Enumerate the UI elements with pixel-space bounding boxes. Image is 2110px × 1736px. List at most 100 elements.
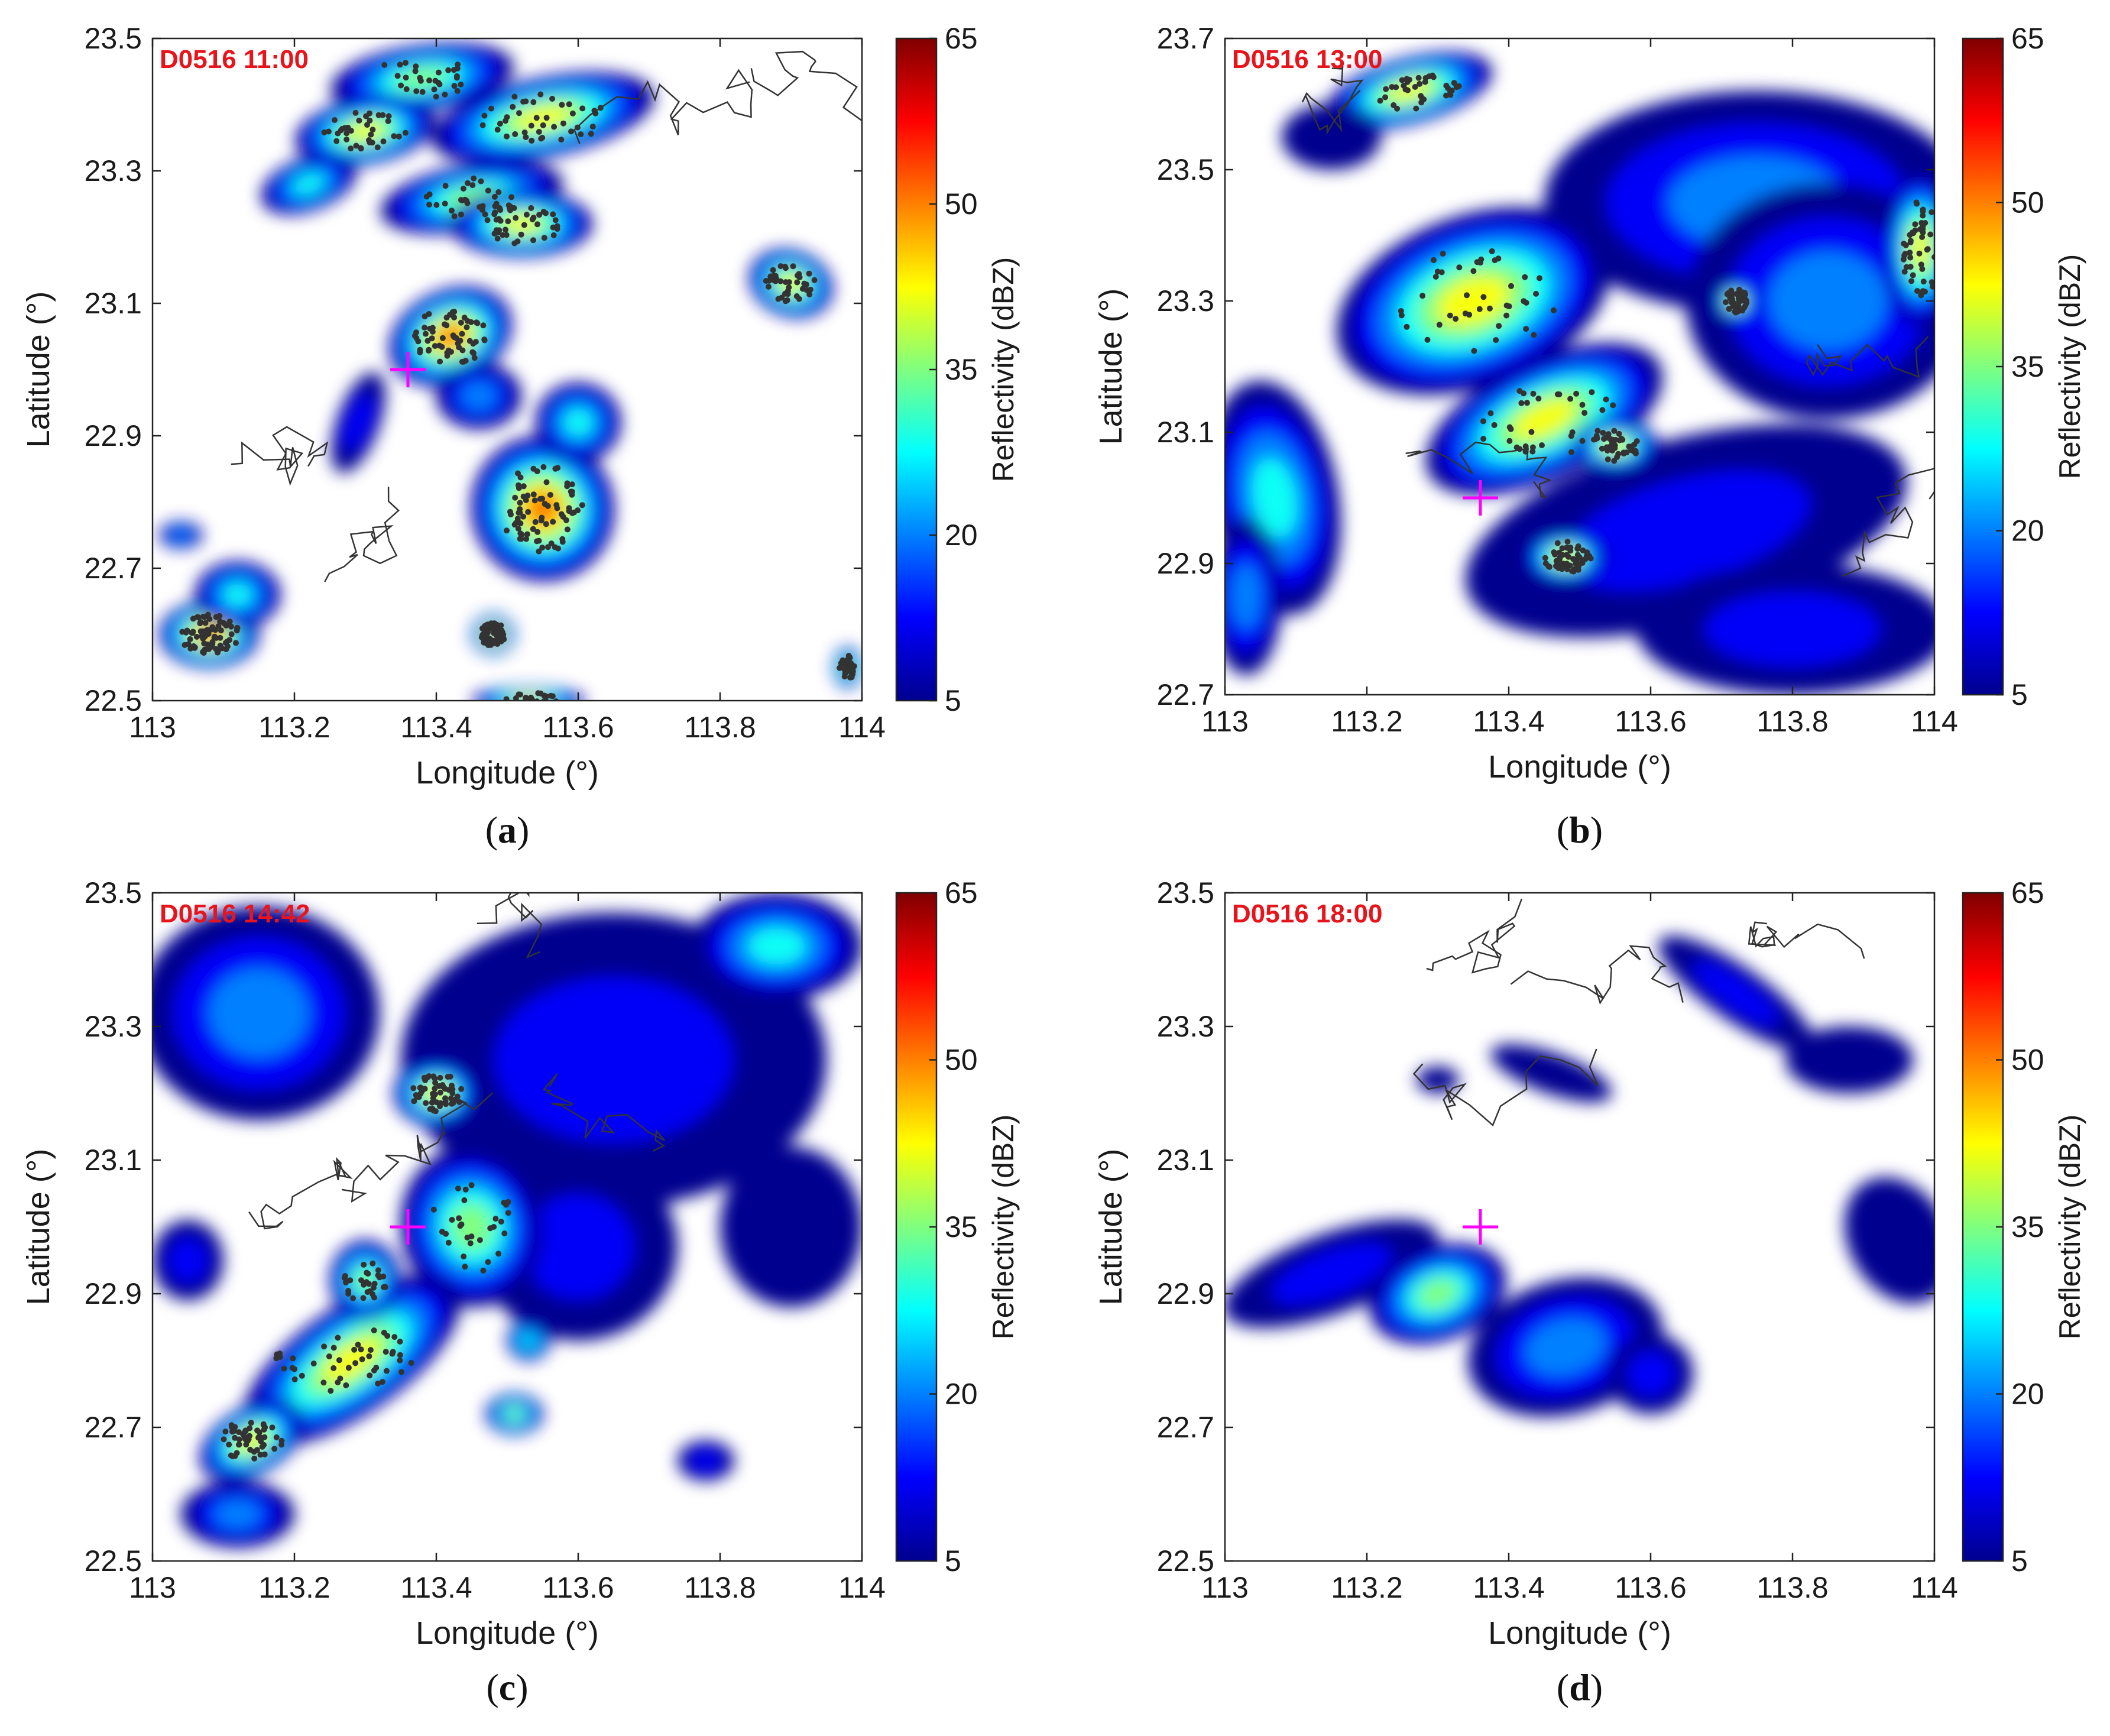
- lightning-point: [290, 1355, 296, 1362]
- lightning-point: [352, 1360, 359, 1366]
- lightning-point: [479, 625, 485, 631]
- lightning-point: [408, 1360, 414, 1366]
- x-tick-label: 114: [838, 711, 886, 744]
- lightning-point: [589, 124, 596, 130]
- lightning-point: [770, 267, 776, 273]
- x-tick-label: 113.6: [1615, 705, 1686, 738]
- lightning-point: [803, 281, 809, 288]
- lightning-point: [1522, 448, 1529, 455]
- lightning-point: [368, 131, 374, 138]
- lightning-point: [429, 335, 435, 342]
- echo-cell: [200, 1400, 304, 1482]
- lightning-point: [458, 319, 464, 326]
- lightning-point: [228, 631, 235, 637]
- lightning-point: [501, 1230, 508, 1236]
- lightning-point: [566, 101, 572, 108]
- lightning-point: [528, 122, 534, 129]
- lightning-point: [437, 358, 443, 365]
- lightning-point: [1574, 559, 1580, 566]
- y-tick-label: 22.5: [1157, 1544, 1214, 1578]
- lightning-point: [291, 1376, 298, 1382]
- lightning-point: [479, 203, 486, 209]
- lightning-point: [1480, 436, 1487, 442]
- lightning-point: [353, 142, 359, 149]
- lightning-point: [431, 86, 437, 93]
- lightning-point: [469, 182, 476, 189]
- lightning-point: [1623, 449, 1630, 456]
- echo-contour: [292, 174, 325, 195]
- x-tick-label: 113.4: [400, 711, 472, 744]
- lightning-point: [447, 1073, 453, 1080]
- lightning-point: [807, 286, 813, 293]
- lightning-point: [505, 1210, 511, 1216]
- echo-cell: [692, 893, 862, 1000]
- lightning-point: [521, 222, 527, 228]
- lightning-point: [1506, 438, 1513, 444]
- lightning-point: [359, 1356, 365, 1362]
- lightning-point: [597, 105, 604, 111]
- lightning-point: [517, 506, 523, 512]
- lightning-point: [328, 1388, 334, 1394]
- lightning-point: [1491, 422, 1498, 428]
- lightning-point: [543, 210, 549, 216]
- lightning-point: [209, 639, 216, 645]
- y-axis-label: Latitude (°): [21, 1149, 56, 1306]
- lightning-point: [1528, 429, 1535, 435]
- y-axis-label: Latitude (°): [1093, 289, 1129, 445]
- lightning-point: [1912, 221, 1918, 228]
- lightning-point: [539, 495, 546, 502]
- lightning-point: [507, 509, 513, 515]
- lightning-point: [216, 646, 222, 653]
- echo-cell: [431, 72, 654, 164]
- lightning-point: [422, 1074, 429, 1081]
- lightning-point: [261, 1426, 267, 1433]
- lightning-point: [481, 112, 488, 119]
- lightning-point: [233, 640, 239, 646]
- lightning-point: [1531, 332, 1537, 338]
- lightning-point: [370, 127, 376, 133]
- echo-contour: [494, 977, 733, 1142]
- lightning-point: [495, 216, 502, 222]
- echo-cell: [1425, 343, 1663, 495]
- lightning-point: [498, 701, 504, 707]
- lightning-point: [380, 1379, 385, 1385]
- lightning-point: [183, 629, 189, 636]
- lightning-point: [1577, 554, 1583, 561]
- lightning-point: [513, 215, 519, 221]
- boundary-lines: [231, 50, 862, 582]
- lightning-point: [436, 69, 442, 76]
- lightning-point: [1471, 348, 1477, 354]
- lightning-point: [555, 465, 561, 471]
- lightning-point: [261, 1442, 267, 1448]
- lightning-point: [456, 1215, 462, 1222]
- lightning-point: [544, 503, 551, 509]
- lightning-point: [479, 122, 486, 128]
- lightning-point: [426, 348, 432, 354]
- lightning-point: [435, 80, 442, 86]
- lightning-point: [786, 284, 792, 290]
- echo-cell: [153, 906, 380, 1120]
- lightning-point: [579, 502, 585, 509]
- x-tick-label: 113: [1201, 705, 1249, 738]
- colorbar-tick-label: 20: [2011, 1378, 2044, 1411]
- axes-frame: [1224, 892, 1936, 1562]
- lightning-point: [1518, 400, 1525, 406]
- lightning-point: [1480, 418, 1486, 425]
- lightning-point: [528, 205, 534, 211]
- lightning-point: [197, 619, 204, 626]
- lightning-point: [464, 200, 471, 206]
- echo-contour: [1705, 592, 1880, 666]
- lightning-point: [1404, 323, 1410, 330]
- lightning-point: [371, 1294, 377, 1301]
- lightning-point: [484, 639, 490, 645]
- lightning-point: [1584, 549, 1590, 556]
- lightning-point: [236, 1442, 242, 1447]
- lightning-point: [375, 1267, 381, 1274]
- lightning-point: [534, 529, 541, 535]
- lightning-point: [1574, 545, 1581, 552]
- lightning-point: [1474, 259, 1480, 265]
- lightning-point: [437, 1100, 444, 1106]
- lightning-point: [462, 1186, 469, 1193]
- lightning-point: [1436, 322, 1443, 328]
- y-tick-label: 22.9: [85, 419, 142, 452]
